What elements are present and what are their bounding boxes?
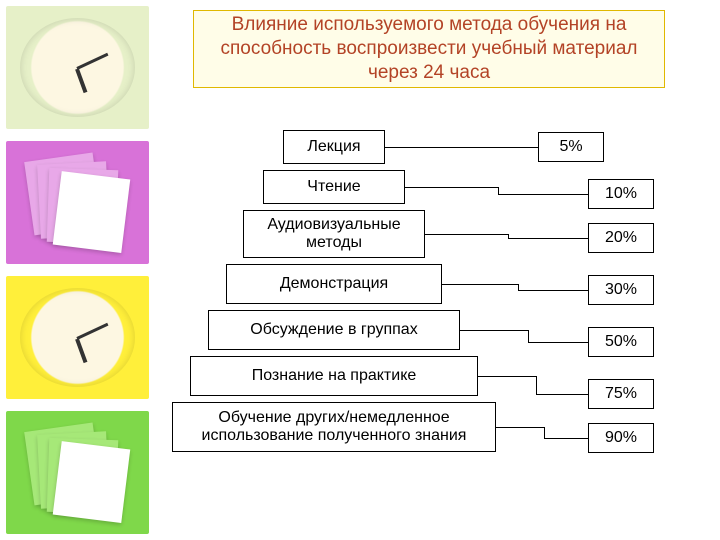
learning-pyramid: Лекция 5% Чтение 10% Аудиовизуальные методы 2…: [168, 130, 708, 530]
sidebar-decor: [0, 0, 155, 540]
sidebar-tile-2: [0, 270, 155, 405]
papers-icon: [6, 141, 149, 264]
clock-icon: [6, 276, 149, 399]
pyramid-level-5: Познание на практике: [190, 356, 478, 396]
clock-icon: [6, 6, 149, 129]
sidebar-tile-0: [0, 0, 155, 135]
pyramid-level-percent: 20%: [588, 223, 654, 253]
pyramid-level-percent: 5%: [538, 132, 604, 162]
pyramid-level-label: Демонстрация: [226, 264, 442, 304]
pyramid-level-percent: 90%: [588, 423, 654, 453]
pyramid-level-label: Познание на практике: [190, 356, 478, 396]
pyramid-level-0: Лекция: [283, 130, 385, 164]
pyramid-level-4: Обсуждение в группах: [208, 310, 460, 350]
pyramid-level-label: Обучение других/немедленное использовани…: [172, 402, 496, 452]
pyramid-level-label: Аудиовизуальные методы: [243, 210, 425, 258]
page-title: Влияние используемого метода обучения на…: [193, 10, 665, 88]
pyramid-level-6: Обучение других/немедленное использовани…: [172, 402, 496, 452]
pyramid-level-2: Аудиовизуальные методы: [243, 210, 425, 258]
pyramid-level-percent: 30%: [588, 275, 654, 305]
sidebar-tile-3: [0, 405, 155, 540]
sidebar-tile-1: [0, 135, 155, 270]
papers-icon: [6, 411, 149, 534]
pyramid-level-percent: 75%: [588, 379, 654, 409]
pyramid-level-label: Обсуждение в группах: [208, 310, 460, 350]
pyramid-level-percent: 10%: [588, 179, 654, 209]
pyramid-level-label: Лекция: [283, 130, 385, 164]
pyramid-level-1: Чтение: [263, 170, 405, 204]
pyramid-level-label: Чтение: [263, 170, 405, 204]
pyramid-level-3: Демонстрация: [226, 264, 442, 304]
pyramid-level-percent: 50%: [588, 327, 654, 357]
